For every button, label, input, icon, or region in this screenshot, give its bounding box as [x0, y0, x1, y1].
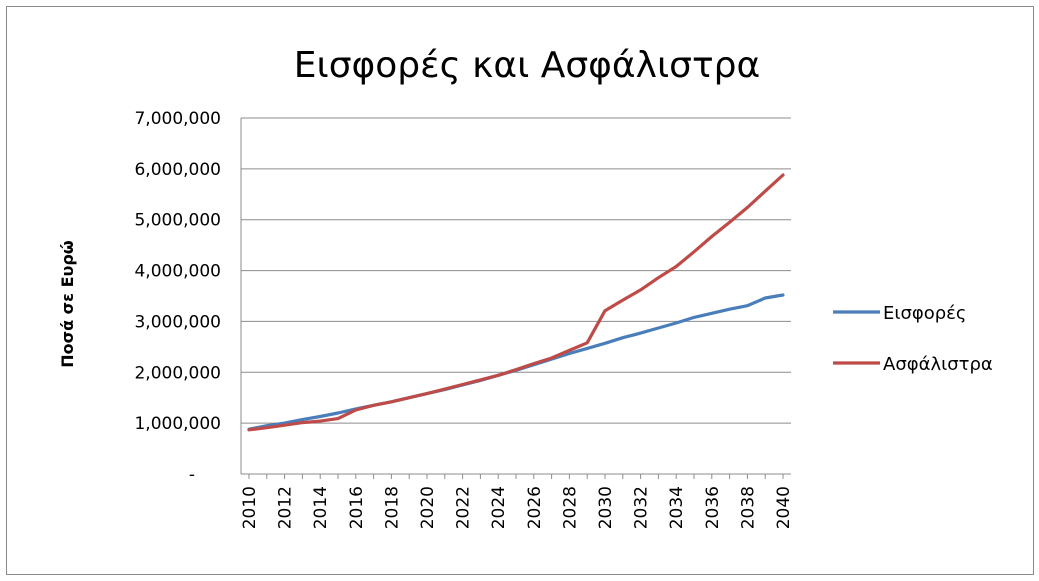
x-tick-label: 2028	[560, 486, 580, 529]
x-tick-label: 2014	[311, 486, 331, 529]
x-tick-label: 2034	[667, 486, 687, 529]
y-tick-label: 2,000,000	[134, 363, 221, 383]
x-tick-label: 2018	[382, 486, 402, 529]
x-tick-label: 2020	[418, 486, 438, 529]
chart-title: Εισφορές και Ασφάλιστρα	[294, 45, 760, 86]
x-tick-label: 2038	[738, 486, 758, 529]
y-tick-label: 5,000,000	[134, 211, 221, 231]
x-tick-label: 2010	[240, 486, 260, 529]
legend-label-1: Εισφορές	[883, 303, 966, 324]
y-tick-label: -	[189, 465, 195, 485]
chart-svg: Εισφορές και Ασφάλιστρα - 1,000,000 2,000,…	[58, 45, 993, 529]
y-tick-label: 7,000,000	[134, 109, 221, 129]
x-tick-labels: 2010 2012 2014 2016 2018 2020 2022 2024 2026 2028…	[240, 486, 794, 529]
axes	[240, 118, 791, 479]
x-tick-label: 2030	[596, 486, 616, 529]
x-tick-label: 2032	[632, 486, 652, 529]
y-tick-labels: - 1,000,000 2,000,000 3,000,000 4,000,000 5,0…	[134, 109, 221, 485]
legend: Εισφορές Ασφάλιστρα	[833, 303, 993, 375]
y-axis-title: Ποσά σε Ευρώ	[58, 240, 77, 368]
legend-label-2: Ασφάλιστρα	[883, 354, 993, 375]
series-line-2	[247, 173, 785, 432]
x-tick-label: 2026	[525, 486, 545, 529]
y-tick-label: 1,000,000	[134, 414, 221, 434]
y-tick-label: 3,000,000	[134, 312, 221, 332]
x-tick-label: 2040	[774, 486, 794, 529]
x-tick-label: 2016	[347, 486, 367, 529]
y-tick-label: 4,000,000	[134, 262, 221, 282]
x-tick-label: 2022	[454, 486, 474, 529]
series-lines	[247, 173, 785, 432]
x-tick-label: 2024	[489, 486, 509, 529]
series-line-1	[247, 293, 785, 431]
x-tick-label: 2036	[703, 486, 723, 529]
chart-frame: Εισφορές και Ασφάλιστρα - 1,000,000 2,000,…	[6, 6, 1034, 575]
y-tick-label: 6,000,000	[134, 160, 221, 180]
x-tick-label: 2012	[276, 486, 296, 529]
gridlines	[241, 117, 791, 424]
